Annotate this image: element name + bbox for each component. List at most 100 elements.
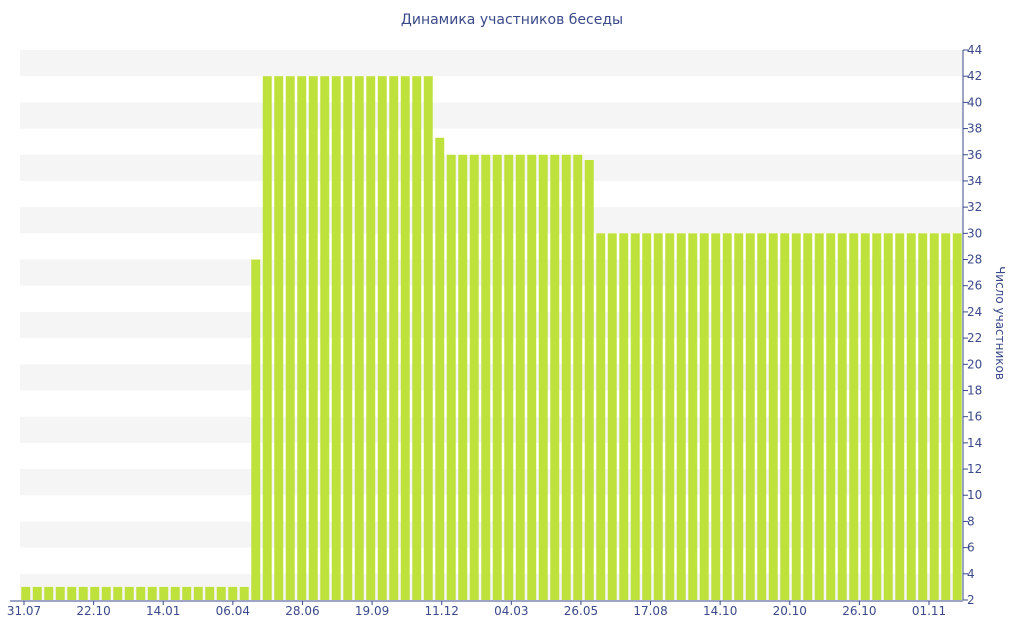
y-tick-label: 24	[967, 305, 982, 319]
y-tick-label: 26	[967, 279, 982, 293]
y-tick-label: 16	[967, 410, 982, 424]
grid-band	[20, 154, 963, 181]
bar	[205, 586, 215, 600]
grid-band	[20, 50, 963, 77]
bar	[780, 233, 790, 600]
bar	[826, 233, 836, 600]
bar	[55, 586, 65, 600]
bar	[343, 76, 353, 600]
y-tick-label: 32	[967, 200, 982, 214]
bar	[228, 586, 238, 600]
bar	[504, 154, 514, 600]
bar	[619, 233, 629, 600]
bar	[21, 586, 31, 600]
bar	[170, 586, 180, 600]
y-tick-label: 28	[967, 253, 982, 267]
y-tick-label: 12	[967, 462, 982, 476]
x-tick-label: 01.11	[912, 604, 946, 618]
bar	[481, 154, 491, 600]
grid-band	[20, 102, 963, 129]
bar	[469, 154, 479, 600]
y-tick-label: 8	[967, 514, 975, 528]
bar	[44, 586, 54, 600]
bar	[285, 76, 295, 600]
bar	[331, 76, 341, 600]
bar	[354, 76, 364, 600]
y-axis-label: Число участников	[993, 266, 1007, 380]
bar	[147, 586, 157, 600]
y-tick-label: 4	[967, 567, 975, 581]
bar	[446, 154, 456, 600]
bar	[573, 154, 583, 600]
bar	[941, 233, 951, 600]
bar	[101, 586, 111, 600]
x-tick-label: 14.10	[703, 604, 737, 618]
x-tick-label: 19.09	[355, 604, 389, 618]
y-tick-label: 44	[967, 43, 982, 57]
bar	[803, 233, 813, 600]
bar	[113, 586, 123, 600]
bar	[366, 76, 376, 600]
bar	[561, 154, 571, 600]
bar	[193, 586, 203, 600]
bar	[837, 233, 847, 600]
y-tick-label: 10	[967, 488, 982, 502]
x-tick-label: 26.05	[564, 604, 598, 618]
bars	[21, 76, 962, 601]
bar	[308, 76, 318, 600]
bar	[757, 233, 767, 600]
bar	[538, 154, 548, 600]
y-tick-label: 6	[967, 541, 975, 555]
bar	[849, 233, 859, 600]
bar	[791, 233, 801, 600]
x-tick-label: 04.03	[494, 604, 528, 618]
y-tick-label: 14	[967, 436, 982, 450]
bar	[688, 233, 698, 600]
bar	[550, 154, 560, 600]
y-tick-label: 42	[967, 69, 982, 83]
bar	[435, 137, 445, 601]
x-tick-label: 06.04	[216, 604, 250, 618]
x-tick-label: 17.08	[633, 604, 667, 618]
x-tick-label: 11.12	[425, 604, 459, 618]
bar	[895, 233, 905, 600]
bar	[607, 233, 617, 600]
y-tick-label: 40	[967, 95, 982, 109]
bar	[412, 76, 422, 600]
bar	[159, 586, 169, 600]
bar	[274, 76, 284, 600]
bar	[665, 233, 675, 600]
bar	[515, 154, 525, 600]
bar	[67, 586, 77, 600]
bar	[400, 76, 410, 600]
bar	[630, 233, 640, 600]
bar	[527, 154, 537, 600]
bar	[492, 154, 502, 600]
bar	[297, 76, 307, 600]
bar	[676, 233, 686, 600]
y-tick-label: 22	[967, 331, 982, 345]
bar	[952, 233, 962, 600]
x-tick-label: 31.07	[7, 604, 41, 618]
bar	[78, 586, 88, 600]
bar	[722, 233, 732, 600]
bar	[251, 259, 261, 600]
bar	[90, 586, 100, 600]
bar	[918, 233, 928, 600]
y-tick-label: 36	[967, 148, 982, 162]
x-axis: 31.07 22.10 14.01 06.04 28.06 19.09 11.12 04.03…	[7, 600, 963, 618]
y-tick-label: 20	[967, 357, 982, 371]
bar	[642, 233, 652, 600]
bar	[389, 76, 399, 600]
bar	[814, 233, 824, 600]
bar	[216, 586, 226, 600]
x-tick-label: 26.10	[842, 604, 876, 618]
bar	[929, 233, 939, 600]
bar	[377, 76, 387, 600]
bar	[653, 233, 663, 600]
bar	[872, 233, 882, 600]
y-tick-label: 38	[967, 122, 982, 136]
bar	[734, 233, 744, 600]
